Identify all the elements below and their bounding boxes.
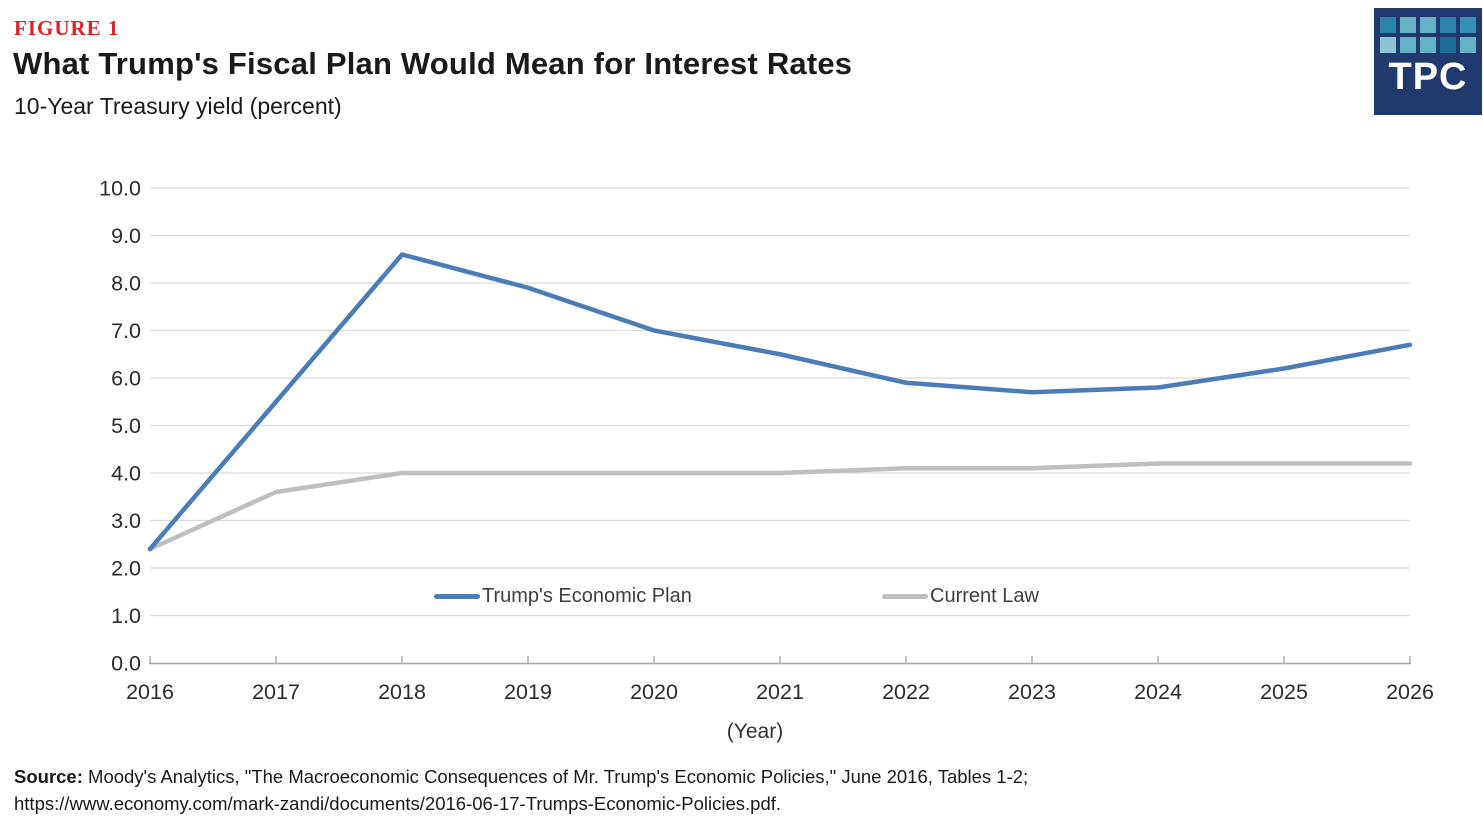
logo-square-icon <box>1380 17 1396 33</box>
logo-square-icon <box>1400 37 1416 53</box>
x-tick-label: 2021 <box>756 680 804 704</box>
source-label: Source: <box>14 766 83 787</box>
logo-square-icon <box>1460 17 1476 33</box>
current-law-line-swatch-icon <box>882 594 928 599</box>
x-tick-label: 2017 <box>252 680 300 704</box>
logo-square-icon <box>1460 37 1476 53</box>
x-tick-label: 2022 <box>882 680 930 704</box>
y-tick-label: 5.0 <box>111 414 141 438</box>
y-tick-label: 6.0 <box>111 367 141 391</box>
source-text: Moody's Analytics, "The Macroeconomic Co… <box>82 766 1029 787</box>
legend-label-trump-plan: Trump's Economic Plan <box>482 585 692 607</box>
logo-square-icon <box>1420 17 1436 33</box>
x-tick-label: 2018 <box>378 680 426 704</box>
logo-square-icon <box>1400 17 1416 33</box>
series-line-current-law <box>147 461 1413 552</box>
series-line-trump-s-economic-plan <box>147 252 1413 552</box>
chart-subtitle: 10-Year Treasury yield (percent) <box>14 93 342 119</box>
legend-label-current-law: Current Law <box>930 585 1039 607</box>
legend-item-current-law: Current Law <box>882 585 1039 608</box>
source-note: Source: Moody's Analytics, "The Macroeco… <box>14 763 1264 817</box>
x-tick-label: 2024 <box>1134 680 1182 704</box>
y-tick-label: 4.0 <box>111 462 141 486</box>
x-tick-label: 2026 <box>1386 680 1434 704</box>
y-tick-label: 7.0 <box>111 319 141 343</box>
source-url: https://www.economy.com/mark-zandi/docum… <box>14 793 782 814</box>
figure-label: FIGURE 1 <box>14 16 120 40</box>
y-tick-label: 0.0 <box>111 652 141 676</box>
x-tick-label: 2025 <box>1260 680 1308 704</box>
x-axis-title: (Year) <box>726 720 784 743</box>
y-tick-label: 3.0 <box>111 509 141 533</box>
y-tick-label: 9.0 <box>111 224 141 248</box>
logo-square-icon <box>1440 37 1456 53</box>
x-tick-label: 2019 <box>504 680 552 704</box>
trump-plan-line-swatch-icon <box>434 594 480 599</box>
page-title: What Trump's Fiscal Plan Would Mean for … <box>13 46 853 81</box>
legend-item-trump-plan: Trump's Economic Plan <box>434 585 692 608</box>
logo-square-icon <box>1440 17 1456 33</box>
y-tick-label: 8.0 <box>111 272 141 296</box>
y-tick-label: 2.0 <box>111 557 141 581</box>
logo-square-icon <box>1380 37 1396 53</box>
x-tick-label: 2020 <box>630 680 678 704</box>
tpc-logo-text: TPC <box>1388 56 1468 98</box>
x-tick-label: 2016 <box>126 680 174 704</box>
tpc-logo-grid-icon <box>1380 17 1476 53</box>
logo-square-icon <box>1420 37 1436 53</box>
y-tick-label: 1.0 <box>111 604 141 628</box>
x-tick-label: 2023 <box>1008 680 1056 704</box>
y-tick-label: 10.0 <box>99 177 141 201</box>
tpc-logo: TPC <box>1374 8 1482 115</box>
